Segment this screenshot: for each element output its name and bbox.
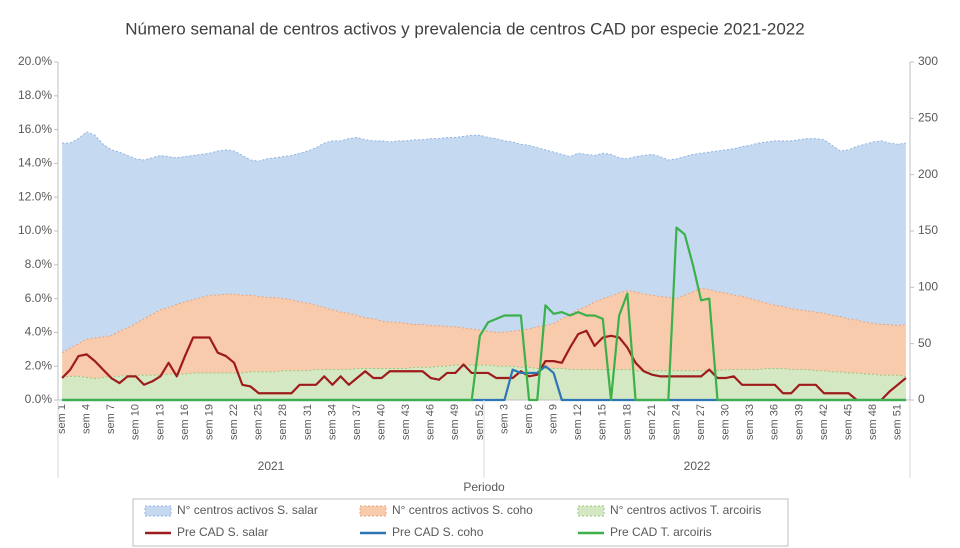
x-tick-label: sem 31 (302, 404, 314, 440)
legend-label: N° centros activos S. coho (392, 503, 533, 517)
x-tick-label: sem 52 (474, 404, 486, 440)
y-tick-label: 14.0% (18, 156, 52, 170)
group-label: 2022 (684, 459, 711, 473)
legend-swatch (144, 505, 172, 517)
x-tick-label: sem 22 (228, 404, 240, 440)
legend-label: N° centros activos T. arcoiris (610, 503, 761, 517)
x-tick-label: sem 33 (744, 404, 756, 440)
x-tick-label: sem 37 (351, 404, 363, 440)
line (62, 226, 906, 402)
x-tick-label: sem 43 (400, 404, 412, 440)
y-tick-label: 6.0% (25, 291, 53, 305)
y2-tick-label: 250 (918, 111, 938, 125)
x-tick-label: sem 30 (720, 404, 732, 440)
chart-title: Número semanal de centros activos y prev… (125, 19, 804, 38)
x-tick-label: sem 24 (670, 404, 682, 440)
x-tick-label: sem 7 (105, 404, 117, 434)
x-tick-label: sem 9 (548, 404, 560, 434)
x-tick-label: sem 27 (695, 404, 707, 440)
legend-label: N° centros activos S. salar (177, 503, 318, 517)
y2-tick-label: 100 (918, 280, 938, 294)
x-tick-label: sem 34 (326, 404, 338, 440)
x-tick-label: sem 16 (179, 404, 191, 440)
x-tick-label: sem 25 (253, 404, 265, 440)
legend-label: Pre CAD S. salar (177, 525, 268, 539)
area (62, 365, 906, 400)
area-edge (61, 287, 906, 354)
x-tick-label: sem 48 (867, 404, 879, 440)
y-tick-label: 4.0% (25, 325, 53, 339)
group-label: 2021 (258, 459, 285, 473)
line (61, 329, 907, 401)
x-tick-label: sem 1 (56, 404, 68, 434)
y-tick-label: 2.0% (25, 358, 53, 372)
x-tick-label: sem 28 (277, 404, 289, 440)
x-tick-label: sem 4 (81, 404, 93, 434)
area (62, 288, 906, 379)
area (62, 131, 906, 353)
x-axis-title: Periodo (463, 480, 505, 494)
x-tick-label: sem 40 (376, 404, 388, 440)
y-tick-label: 20.0% (18, 54, 52, 68)
y-tick-label: 18.0% (18, 88, 52, 102)
y-tick-label: 0.0% (25, 392, 53, 406)
x-tick-label: sem 6 (523, 404, 535, 434)
x-tick-label: sem 49 (449, 404, 461, 440)
x-tick-label: sem 42 (818, 404, 830, 440)
x-tick-label: sem 18 (621, 404, 633, 440)
legend-swatch (577, 505, 605, 517)
x-tick-label: sem 12 (572, 404, 584, 440)
x-tick-label: sem 21 (646, 404, 658, 440)
x-tick-label: sem 15 (597, 404, 609, 440)
legend-box (132, 498, 789, 547)
legend-swatch (359, 505, 387, 517)
y2-tick-label: 300 (918, 54, 938, 68)
area-edge (62, 364, 906, 380)
x-tick-label: sem 46 (425, 404, 437, 440)
y2-tick-label: 0 (918, 392, 925, 406)
x-tick-label: sem 19 (203, 404, 215, 440)
y-tick-label: 16.0% (18, 122, 52, 136)
y2-tick-label: 200 (918, 167, 938, 181)
x-tick-label: sem 36 (769, 404, 781, 440)
x-tick-label: sem 3 (498, 404, 510, 434)
x-tick-label: sem 10 (130, 404, 142, 440)
x-tick-label: sem 39 (793, 404, 805, 440)
y2-tick-label: 50 (918, 336, 932, 350)
y-tick-label: 8.0% (25, 257, 53, 271)
legend-label: Pre CAD T. arcoiris (610, 525, 712, 539)
y-tick-label: 10.0% (18, 223, 52, 237)
legend-label: Pre CAD S. coho (392, 525, 484, 539)
x-tick-label: sem 13 (154, 404, 166, 440)
area-edge (62, 131, 906, 162)
y-tick-label: 12.0% (18, 189, 52, 203)
y2-tick-label: 150 (918, 223, 938, 237)
x-tick-label: sem 45 (842, 404, 854, 440)
x-tick-label: sem 51 (892, 404, 904, 440)
